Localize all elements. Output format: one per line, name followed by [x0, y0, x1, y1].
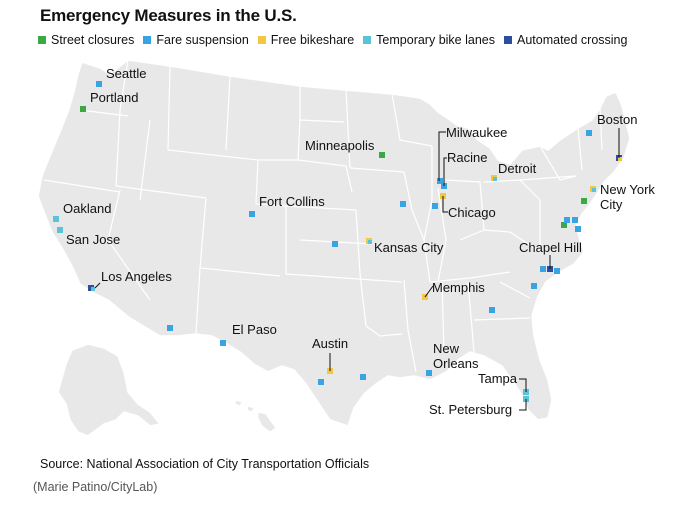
- city-label-minneapolis: Minneapolis: [305, 138, 375, 153]
- state-borders: [43, 59, 603, 373]
- marker-el-paso: [220, 340, 226, 346]
- legend-swatch: [363, 36, 372, 44]
- marker-new-jersey: [581, 198, 587, 204]
- legend-item-street-closures: Street closures: [38, 33, 134, 47]
- city-label-detroit: Detroit: [498, 161, 537, 176]
- marker-san-jose: [57, 227, 63, 233]
- city-label-chapel-hill: Chapel Hill: [519, 240, 582, 255]
- city-label-seattle: Seattle: [106, 66, 146, 81]
- marker-minneapolis: [379, 152, 385, 158]
- marker-fort-collins: [249, 211, 255, 217]
- legend-swatch: [143, 36, 152, 44]
- marker-kansas-city-b: [368, 240, 372, 244]
- marker-san-antonio: [318, 379, 324, 385]
- marker-charlotte: [531, 283, 537, 289]
- city-label-memphis: Memphis: [432, 280, 485, 295]
- legend-swatch: [38, 36, 46, 44]
- hawaii-outline: [234, 399, 277, 433]
- city-label-new-orleans: New Orleans: [433, 341, 479, 371]
- city-labels: Seattle Portland Oakland San Jose Los An…: [63, 66, 655, 417]
- legend-label: Temporary bike lanes: [376, 33, 495, 47]
- leader-lines: [94, 128, 620, 411]
- city-label-chicago: Chicago: [448, 205, 496, 220]
- source-note: Source: National Association of City Tra…: [40, 457, 370, 471]
- city-label-kansas-city: Kansas City: [374, 240, 444, 255]
- marker-houston: [360, 374, 366, 380]
- legend-label: Automated crossing: [516, 33, 628, 47]
- marker-milwaukee: [437, 178, 443, 184]
- label-line: New York: [600, 182, 655, 197]
- marker-illinois: [432, 203, 438, 209]
- map-title: Emergency Measures in the U.S.: [40, 6, 297, 25]
- city-label-portland: Portland: [90, 90, 138, 105]
- credit-note: (Marie Patino/CityLab): [33, 480, 158, 494]
- marker-baltimore: [564, 217, 570, 223]
- marker-seattle: [96, 81, 102, 87]
- label-second-line: Orleans: [433, 356, 479, 371]
- city-label-tampa: Tampa: [478, 371, 518, 386]
- marker-new-york-city-b: [592, 188, 596, 192]
- city-label-san-jose: San Jose: [66, 232, 120, 247]
- legend-item-automated-crossing: Automated crossing: [503, 33, 628, 47]
- marker-boston-b: [618, 157, 622, 161]
- legend-swatch: [503, 36, 512, 44]
- legend-label: Free bikeshare: [270, 33, 355, 47]
- marker-pittsburgh: [575, 226, 581, 232]
- city-label-oakland: Oakland: [63, 201, 111, 216]
- legend-item-free-bikeshare: Free bikeshare: [257, 33, 355, 47]
- city-label-fort-collins: Fort Collins: [259, 194, 325, 209]
- marker-philadelphia: [572, 217, 578, 223]
- legend-item-temporary-bike-lanes: Temporary bike lanes: [363, 33, 495, 47]
- city-label-boston: Boston: [597, 112, 637, 127]
- city-label-st-petersburg: St. Petersburg: [429, 402, 512, 417]
- city-label-los-angeles: Los Angeles: [101, 269, 172, 284]
- marker-new-orleans: [426, 370, 432, 376]
- legend-swatch: [257, 36, 266, 44]
- city-label-new-orleans-line1: New: [433, 341, 460, 356]
- legend-label: Fare suspension: [156, 33, 249, 47]
- marker-dc: [561, 222, 567, 228]
- marker-atlanta: [489, 307, 495, 313]
- legend-item-fare-suspension: Fare suspension: [143, 33, 249, 47]
- marker-chapel-hill-a: [540, 266, 546, 272]
- marker-portland: [80, 106, 86, 112]
- marker-los-angeles-b: [91, 287, 95, 291]
- marker-chapel-hill-c: [554, 268, 560, 274]
- alaska-outline: [57, 343, 162, 437]
- marker-arizona: [167, 325, 173, 331]
- city-label-el-paso: El Paso: [232, 322, 277, 337]
- city-label-milwaukee: Milwaukee: [446, 125, 507, 140]
- marker-iowa: [400, 201, 406, 207]
- city-label-racine: Racine: [447, 150, 487, 165]
- marker-oakland: [53, 216, 59, 222]
- marker-vermont: [586, 130, 592, 136]
- marker-wichita: [332, 241, 338, 247]
- label-line: City: [600, 197, 623, 212]
- legend-label: Street closures: [51, 33, 135, 47]
- city-label-austin: Austin: [312, 336, 348, 351]
- legend: Street closures Fare suspension Free bik…: [38, 33, 636, 47]
- marker-detroit-b: [493, 177, 497, 181]
- city-label-new-york-city: New York City: [600, 182, 655, 212]
